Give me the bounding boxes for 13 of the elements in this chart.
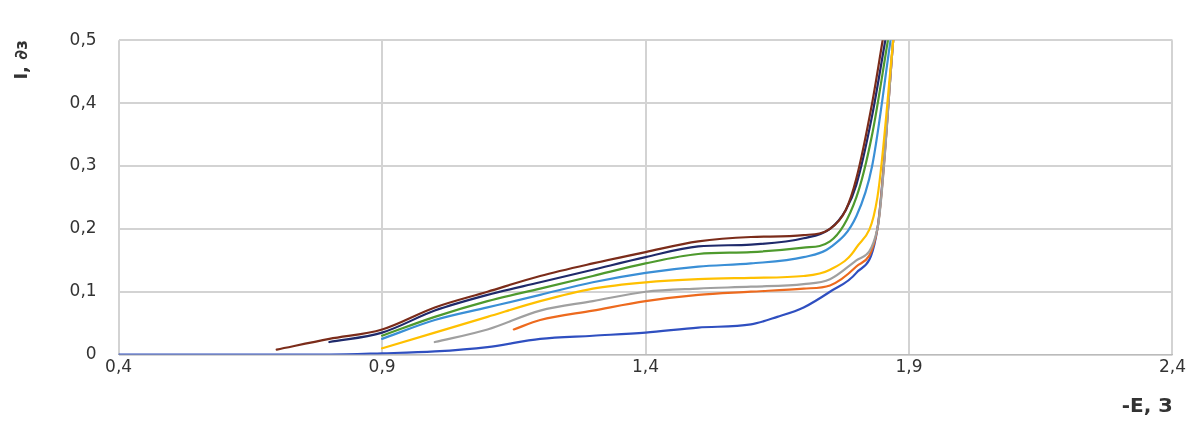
y-axis-title: I, ∂ɜ bbox=[10, 40, 32, 80]
y-tick-label: 0,5 bbox=[69, 28, 97, 49]
x-tick-label: 1,4 bbox=[632, 356, 660, 377]
y-tick-label: 0,4 bbox=[69, 91, 97, 112]
x-tick-label: 0,9 bbox=[368, 356, 396, 377]
y-tick-label: 0,2 bbox=[69, 217, 97, 238]
y-tick-label: 0,1 bbox=[69, 280, 97, 301]
x-tick-label: 0,4 bbox=[105, 356, 133, 377]
x-axis-title: -E, З bbox=[1121, 393, 1173, 418]
x-tick-label: 1,9 bbox=[895, 356, 923, 377]
y-tick-label: 0 bbox=[85, 343, 97, 364]
x-tick-label: 2,4 bbox=[1158, 356, 1187, 377]
y-tick-label: 0,3 bbox=[69, 154, 97, 175]
